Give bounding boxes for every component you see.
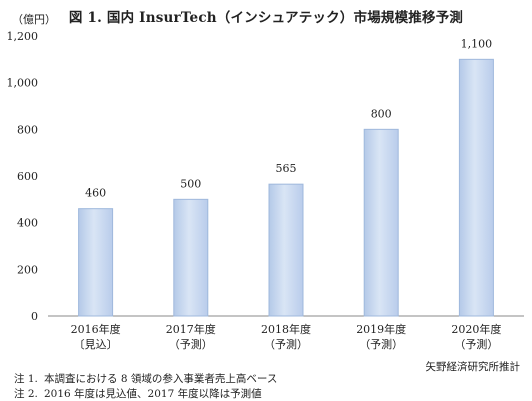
y-tick-label: 0 xyxy=(31,310,38,323)
y-axis-unit-label: （億円） xyxy=(12,13,56,26)
bar-value-label: 1,100 xyxy=(461,37,493,50)
bar xyxy=(268,183,304,317)
bar xyxy=(78,208,114,317)
bar-value-label: 460 xyxy=(85,187,106,200)
x-category-label: 2019年度 xyxy=(356,322,406,336)
bar-value-label: 565 xyxy=(276,162,297,175)
bar xyxy=(458,58,494,317)
x-category-label: 2020年度 xyxy=(451,322,501,336)
footnote-1: 注 1. 本調査における 8 領域の参入事業者売上高ベース xyxy=(14,371,277,386)
bar-value-label: 800 xyxy=(371,107,392,120)
bar xyxy=(173,198,209,317)
y-tick-label: 1,200 xyxy=(7,30,39,43)
x-category-sublabel: （予測） xyxy=(454,337,498,351)
x-category-label: 2018年度 xyxy=(261,322,311,336)
x-category-label: 2016年度 xyxy=(71,322,121,336)
x-category-label: 2017年度 xyxy=(166,322,216,336)
bar xyxy=(363,128,399,317)
y-tick-label: 800 xyxy=(17,123,38,136)
x-category-sublabel: （予測） xyxy=(264,337,308,351)
x-category-sublabel: （予測） xyxy=(169,337,213,351)
footnote-1-text: 本調査における 8 領域の参入事業者売上高ベース xyxy=(44,373,278,385)
bar-value-label: 500 xyxy=(180,177,201,190)
x-category-sublabel: 〔見込〕 xyxy=(74,338,118,351)
footnote-2: 注 2. 2016 年度は見込値、2017 年度以降は予測値 xyxy=(14,386,262,401)
x-category-sublabel: （予測） xyxy=(359,337,403,351)
y-tick-label: 600 xyxy=(17,170,38,183)
chart-title: 図 1. 国内 InsurTech（インシュアテック）市場規模推移予測 xyxy=(68,10,464,26)
y-tick-label: 1,000 xyxy=(7,77,39,90)
footnote-2-label: 注 2. xyxy=(14,388,38,400)
footnote-2-text: 2016 年度は見込値、2017 年度以降は予測値 xyxy=(44,388,262,400)
source-credit: 矢野経済研究所推計 xyxy=(425,361,521,373)
footnote-1-label: 注 1. xyxy=(14,373,38,385)
y-tick-label: 200 xyxy=(17,263,38,276)
y-tick-label: 400 xyxy=(17,217,38,230)
